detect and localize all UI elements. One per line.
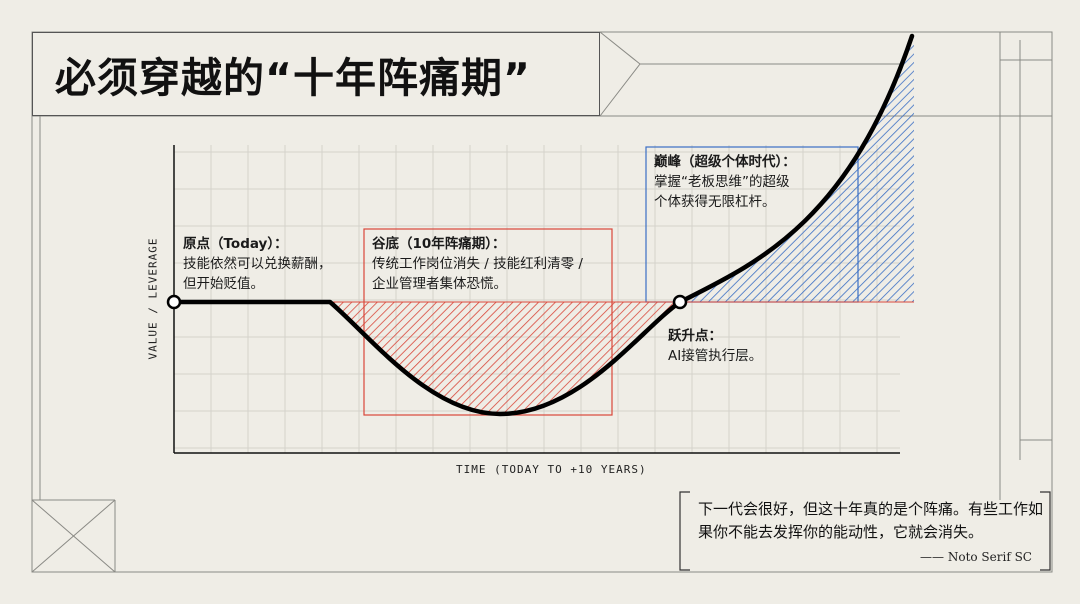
peak-line-2: 个体获得无限杠杆。 xyxy=(654,194,776,210)
takeoff-heading: 跃升点： xyxy=(668,328,722,344)
valley-annotation: 谷底（10年阵痛期）： 传统工作岗位消失 / 技能红利清零 / 企业管理者集体恐… xyxy=(372,234,583,294)
origin-line-1: 技能依然可以兑换薪酬， xyxy=(183,256,332,272)
leverage-gain-area xyxy=(680,36,914,302)
quote-citation: —— Noto Serif SC xyxy=(920,550,1032,564)
origin-point-marker xyxy=(166,294,182,310)
quote-box: 下一代会很好，但这十年真的是个阵痛。有些工作如果你不能去发挥你的能动性，它就会消… xyxy=(678,490,1052,572)
peak-heading: 巅峰（超级个体时代）： xyxy=(654,154,796,170)
takeoff-annotation: 跃升点： AI接管执行层。 xyxy=(668,326,762,366)
valley-heading: 谷底（10年阵痛期）： xyxy=(372,236,506,252)
title-box: 必须穿越的“十年阵痛期” xyxy=(32,32,600,116)
valley-line-1: 传统工作岗位消失 / 技能红利清零 / xyxy=(372,256,583,272)
quote-brackets xyxy=(679,491,1051,571)
quote-text: 下一代会很好，但这十年真的是个阵痛。有些工作如果你不能去发挥你的能动性，它就会消… xyxy=(698,500,1044,541)
grid xyxy=(174,145,900,453)
takeoff-point-marker xyxy=(672,294,688,310)
origin-annotation: 原点（Today）： 技能依然可以兑换薪酬， 但开始贬值。 xyxy=(183,234,332,294)
takeoff-line-1: AI接管执行层。 xyxy=(668,348,763,364)
pain-period-area xyxy=(330,302,680,414)
valley-line-2: 企业管理者集体恐慌。 xyxy=(372,276,507,292)
origin-line-2: 但开始贬值。 xyxy=(183,276,264,292)
y-axis-label: VALUE / LEVERAGE xyxy=(146,237,160,360)
peak-annotation: 巅峰（超级个体时代）： 掌握“老板思维”的超级 个体获得无限杠杆。 xyxy=(654,152,796,212)
page-title: 必须穿越的“十年阵痛期” xyxy=(55,54,531,102)
peak-line-1: 掌握“老板思维”的超级 xyxy=(654,174,790,190)
value-curve xyxy=(171,33,915,417)
x-axis-label: TIME (TODAY TO +10 YEARS) xyxy=(456,463,647,476)
origin-heading: 原点（Today）： xyxy=(183,236,288,252)
